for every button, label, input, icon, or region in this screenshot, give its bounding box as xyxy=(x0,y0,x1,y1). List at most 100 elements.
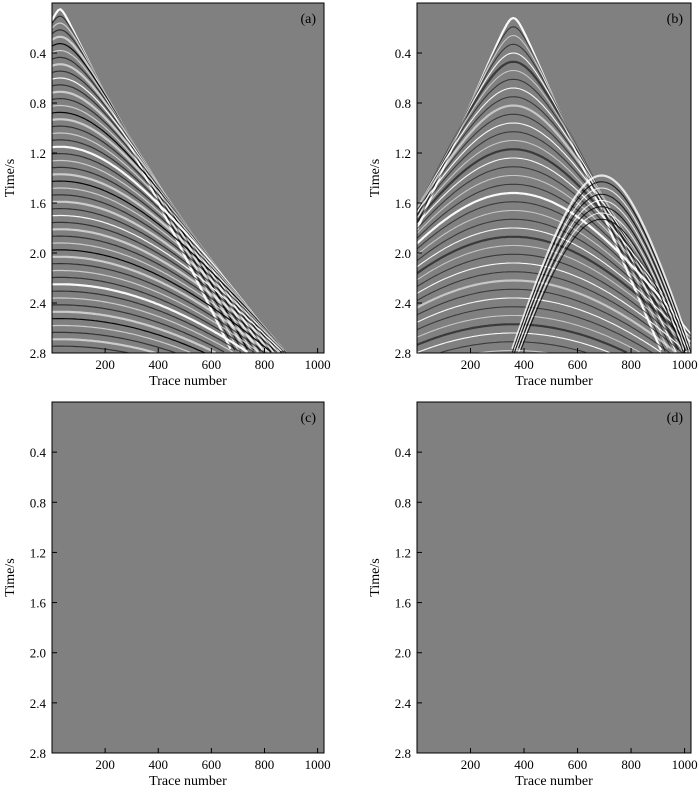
x-tick-label: 600 xyxy=(568,357,588,372)
y-tick-label: 0.8 xyxy=(395,495,411,510)
y-axis-label: Time/s xyxy=(3,159,18,197)
seismic-event xyxy=(417,262,688,353)
seismic-event xyxy=(52,318,206,353)
seismic-event xyxy=(417,157,691,335)
seismic-event xyxy=(417,174,691,334)
seismic-event xyxy=(518,212,685,352)
y-tick-label: 2.8 xyxy=(30,746,46,761)
seismic-event xyxy=(52,214,282,352)
seismic-event xyxy=(52,187,287,353)
y-axis-label: Time/s xyxy=(368,558,383,596)
x-tick-label: 600 xyxy=(568,757,588,772)
seismic-event xyxy=(52,304,225,353)
seismic-events xyxy=(417,16,691,353)
seismic-section xyxy=(417,402,691,753)
seismic-event xyxy=(52,297,233,353)
x-axis-label: Trace number xyxy=(149,374,227,389)
y-tick-label: 2.4 xyxy=(395,296,412,311)
x-tick-label: 400 xyxy=(149,357,169,372)
seismic-event xyxy=(52,228,281,353)
seismic-section xyxy=(417,3,691,353)
seismic-event xyxy=(518,206,687,352)
seismic-event xyxy=(417,227,691,343)
y-tick-label: 0.8 xyxy=(30,96,46,111)
panel-d: 200 400 600 800 1000 0.4 0.8 1.2 1.6 2.0 2.4 2.8 Tra… xyxy=(368,401,698,789)
x-tick-label: 1000 xyxy=(672,357,698,372)
seismic-event xyxy=(52,283,249,353)
seismic-event xyxy=(417,69,683,353)
y-tick-label: 2.0 xyxy=(395,646,411,661)
seismic-event xyxy=(417,306,653,353)
x-tick-label: 600 xyxy=(202,357,222,372)
x-tick-label: 800 xyxy=(621,757,641,772)
y-tick-label: 0.8 xyxy=(30,495,46,510)
y-tick-label: 1.6 xyxy=(30,196,47,211)
seismic-event xyxy=(417,218,691,341)
seismic-event xyxy=(513,187,691,353)
y-tick-label: 1.2 xyxy=(30,146,46,161)
seismic-event xyxy=(417,191,691,336)
y-tick-label: 1.6 xyxy=(395,196,412,211)
seismic-event xyxy=(417,332,610,353)
seismic-section xyxy=(52,3,324,353)
x-tick-label: 200 xyxy=(461,357,481,372)
seismic-event xyxy=(52,242,276,353)
seismic-event xyxy=(52,345,129,353)
seismic-event xyxy=(417,166,691,334)
seismic-event xyxy=(417,148,691,336)
y-tick-label: 0.4 xyxy=(395,445,412,460)
y-tick-label: 1.2 xyxy=(30,545,46,560)
x-tick-label: 1000 xyxy=(305,757,331,772)
y-tick-label: 1.6 xyxy=(395,596,412,611)
seismic-event xyxy=(52,90,270,353)
seismic-event xyxy=(52,331,176,353)
panel-label: (d) xyxy=(667,411,684,426)
x-axis-label: Trace number xyxy=(515,774,593,789)
seismic-event xyxy=(52,276,255,353)
x-tick-label: 400 xyxy=(514,357,534,372)
x-tick-label: 200 xyxy=(461,757,481,772)
y-tick-label: 1.6 xyxy=(30,596,47,611)
seismic-event xyxy=(52,324,191,353)
y-tick-label: 0.8 xyxy=(395,96,411,111)
plot-frame xyxy=(416,2,692,354)
seismic-event xyxy=(52,263,265,353)
y-tick-label: 0.4 xyxy=(395,46,412,61)
x-tick-label: 400 xyxy=(514,757,534,772)
panel-label: (a) xyxy=(300,12,316,27)
seismic-event xyxy=(52,290,242,353)
seismic-event xyxy=(440,341,587,353)
seismic-event xyxy=(52,235,278,353)
x-tick-label: 600 xyxy=(202,757,222,772)
y-tick-label: 2.8 xyxy=(395,346,411,361)
panel-a: 200 400 600 800 1000 0.4 0.8 1.2 1.6 2.0 2.4 2.8 Tra… xyxy=(3,2,331,389)
panel-c: 200 400 600 800 1000 0.4 0.8 1.2 1.6 2.0 2.4 2.8 Tra… xyxy=(3,401,331,789)
y-tick-label: 2.0 xyxy=(30,246,46,261)
seismic-event xyxy=(520,218,685,353)
y-tick-label: 0.4 xyxy=(30,46,47,61)
seismic-event xyxy=(52,338,157,353)
seismic-event xyxy=(417,253,691,353)
seismic-event xyxy=(511,174,691,350)
seismic-event xyxy=(417,209,691,339)
seismic-event xyxy=(52,194,287,353)
x-tick-label: 800 xyxy=(255,757,275,772)
panel-label: (c) xyxy=(300,411,316,426)
x-tick-label: 800 xyxy=(621,357,641,372)
y-axis-label: Time/s xyxy=(3,558,18,596)
y-tick-label: 1.2 xyxy=(395,146,411,161)
seismic-event xyxy=(417,183,691,335)
seismic-event xyxy=(52,173,287,353)
y-tick-label: 2.0 xyxy=(395,246,411,261)
seismic-event xyxy=(52,269,259,353)
seismic-event xyxy=(515,199,687,351)
seismic-event xyxy=(52,180,287,353)
y-tick-label: 2.4 xyxy=(30,696,47,711)
y-tick-label: 2.4 xyxy=(30,296,47,311)
seismic-event xyxy=(52,310,217,353)
seismic-events xyxy=(52,8,287,353)
x-tick-label: 1000 xyxy=(305,357,331,372)
seismic-event xyxy=(417,288,670,353)
seismic-event xyxy=(511,181,691,353)
